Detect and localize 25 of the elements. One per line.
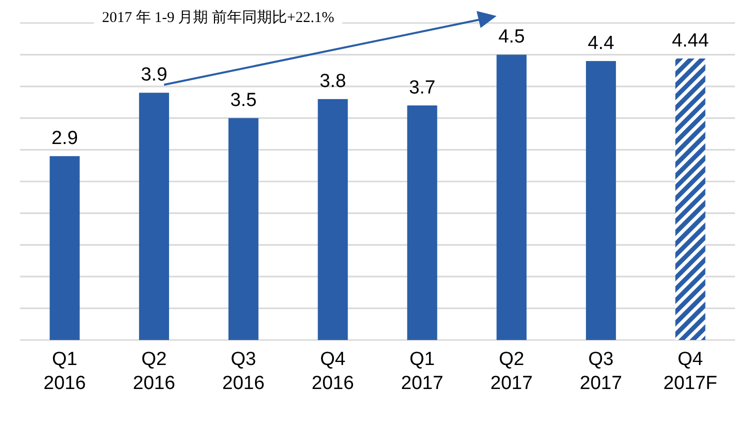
- data-label: 3.5: [230, 90, 257, 112]
- data-label: 3.9: [140, 64, 168, 86]
- bar: [50, 156, 80, 340]
- x-tick-label: Q4 2016: [312, 349, 354, 394]
- bar: [407, 105, 438, 340]
- bar: [586, 61, 616, 340]
- data-label: 3.8: [320, 71, 346, 92]
- bar: [318, 99, 348, 340]
- data-label: 4.44: [672, 30, 710, 52]
- x-tick-label: Q4 2017F: [663, 349, 718, 394]
- x-tick-label: Q2 2016: [132, 349, 176, 394]
- annotation: 2017 年 1-9 月期 前年同期比+22.1%: [102, 9, 334, 26]
- x-tick-label: Q3 2017: [580, 349, 622, 394]
- x-tick-label: Q3 2016: [222, 349, 265, 394]
- data-label: 2.9: [51, 128, 78, 150]
- x-tick-label: Q1 2016: [44, 349, 86, 394]
- data-label: 4.5: [498, 26, 525, 48]
- x-tick-label: Q2 2017: [490, 349, 533, 394]
- bar: [496, 54, 527, 340]
- bar: [228, 118, 258, 340]
- data-label: 3.7: [408, 77, 436, 98]
- bar: [675, 58, 706, 340]
- x-tick-label: Q1 2017: [401, 349, 444, 394]
- bar: [139, 92, 170, 340]
- data-label: 4.4: [588, 33, 615, 54]
